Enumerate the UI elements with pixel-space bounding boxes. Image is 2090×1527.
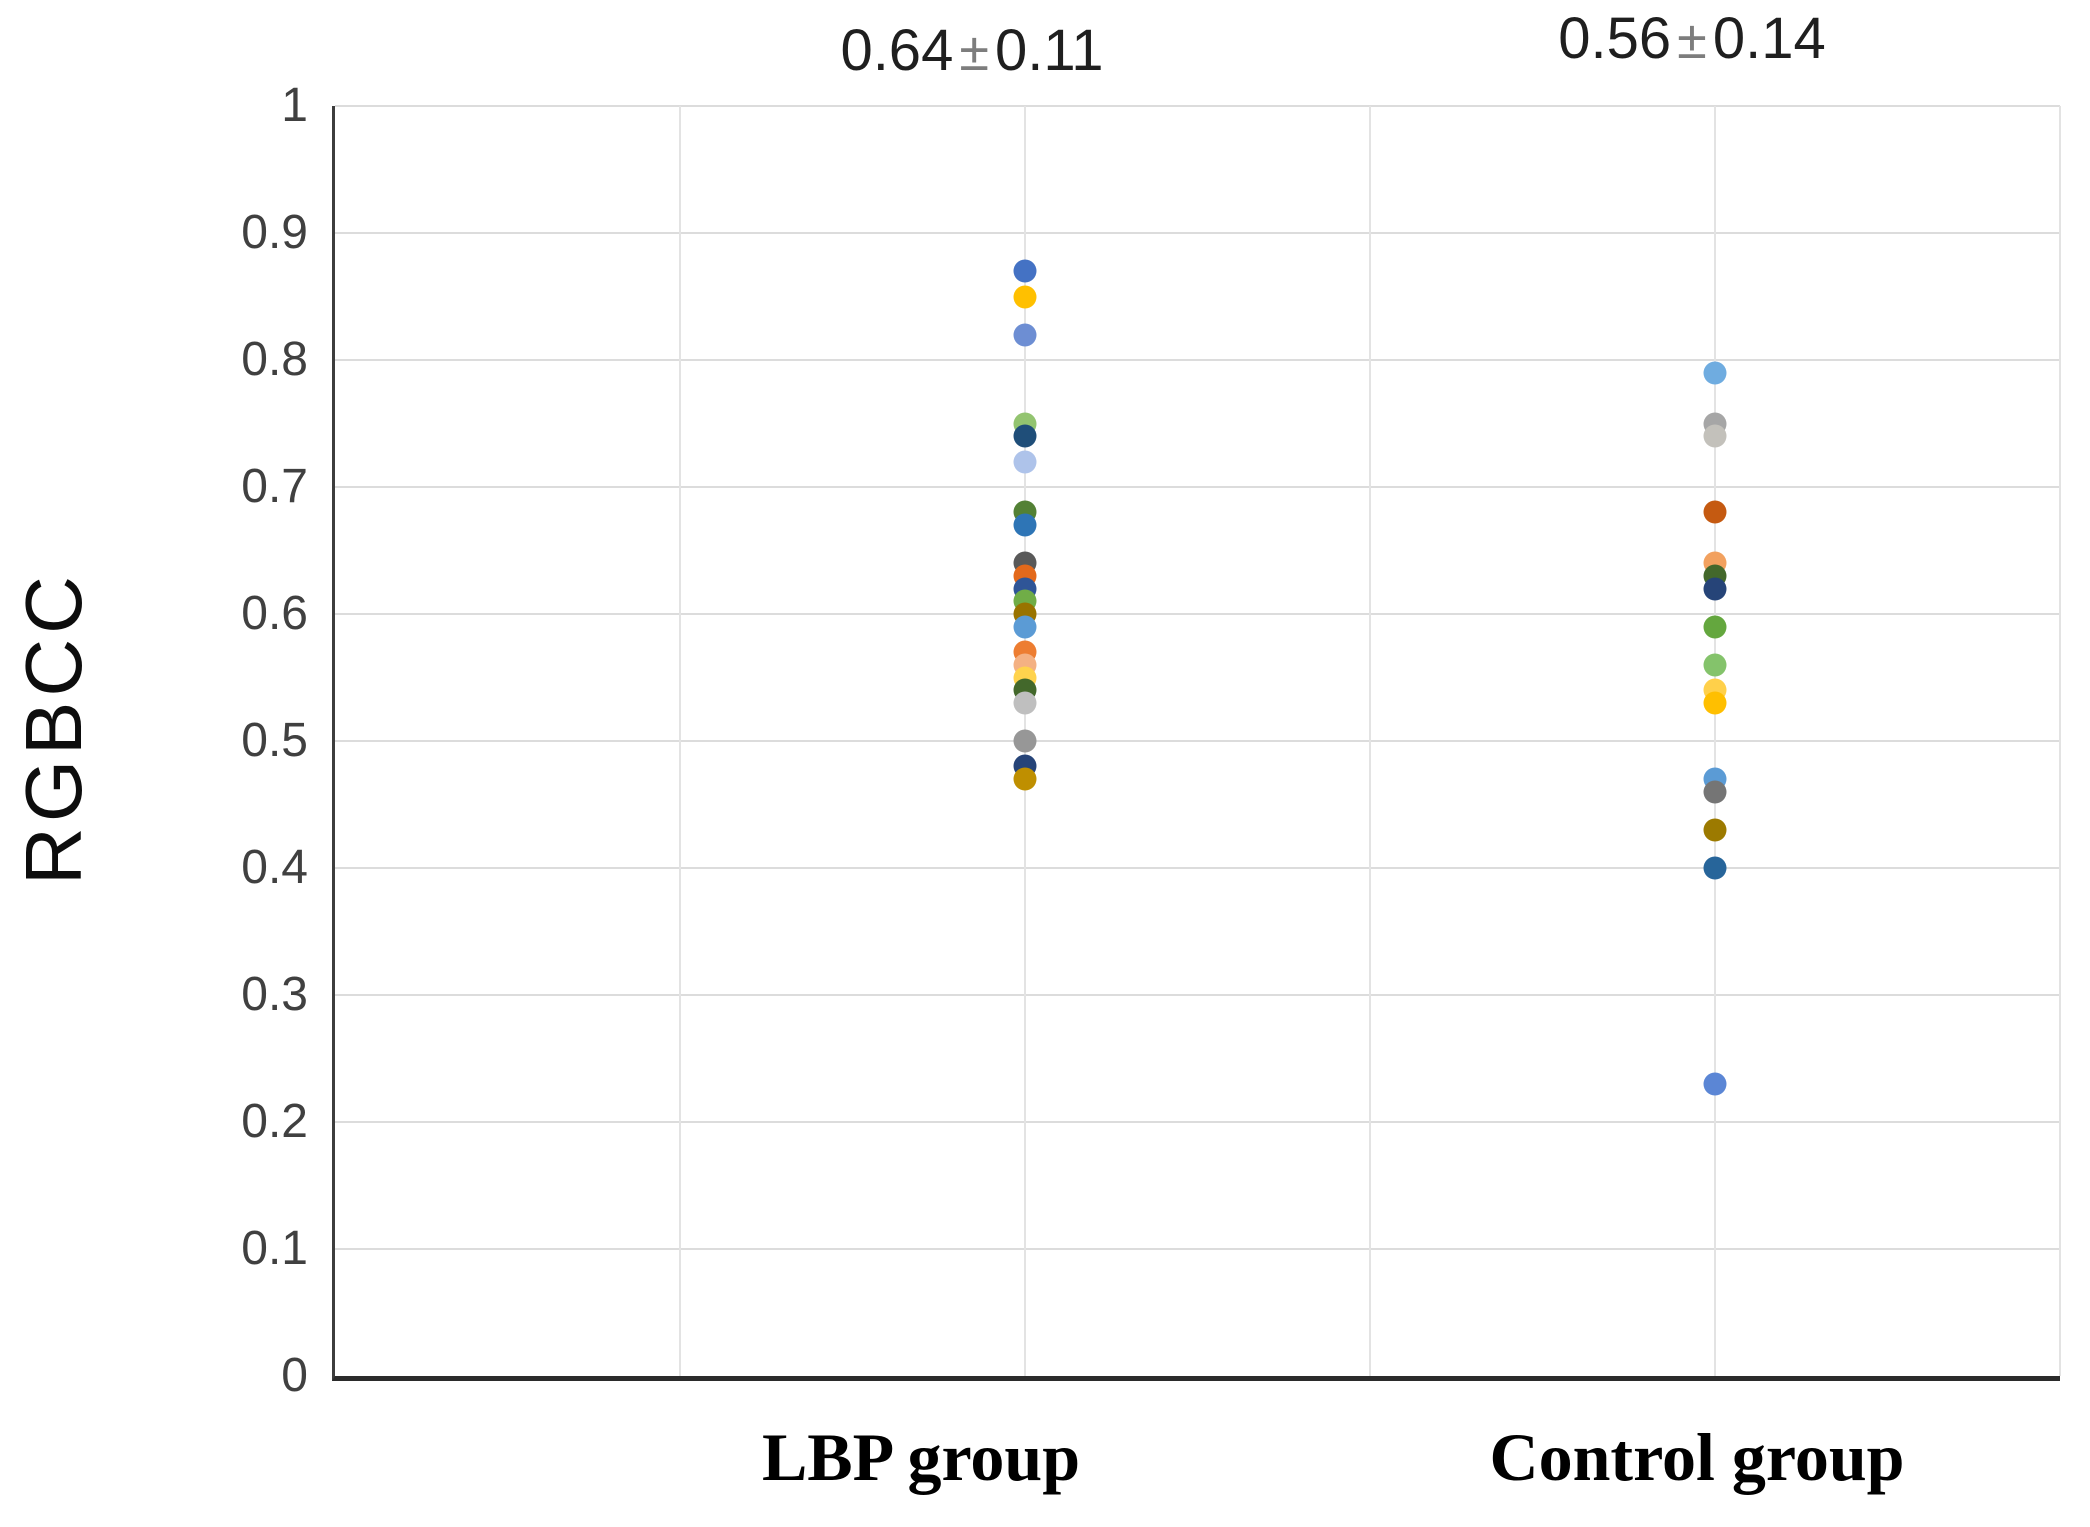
y-tick-label: 0.8 [241, 333, 308, 386]
vertical-gridline [679, 106, 681, 1376]
y-tick-label: 0.2 [241, 1095, 308, 1148]
data-point [1013, 513, 1037, 537]
data-point [1703, 818, 1727, 842]
y-tick-label: 1 [281, 79, 308, 132]
horizontal-gridline [335, 867, 2060, 869]
y-tick-label: 0.3 [241, 968, 308, 1021]
y-tick-label: 0.7 [241, 460, 308, 513]
horizontal-gridline [335, 232, 2060, 234]
vertical-gridline [1369, 106, 1371, 1376]
horizontal-gridline [335, 994, 2060, 996]
data-point [1703, 500, 1727, 524]
horizontal-gridline [335, 359, 2060, 361]
data-point [1703, 780, 1727, 804]
data-point [1013, 691, 1037, 715]
data-point [1703, 361, 1727, 385]
annotation-sd: 0.11 [994, 18, 1104, 83]
vertical-gridline [2059, 106, 2061, 1376]
horizontal-gridline [335, 740, 2060, 742]
data-point [1703, 615, 1727, 639]
y-tick-label: 0 [281, 1349, 308, 1402]
horizontal-gridline [335, 1121, 2060, 1123]
data-point [1703, 577, 1727, 601]
data-point [1703, 653, 1727, 677]
data-point [1013, 767, 1037, 791]
data-point [1703, 856, 1727, 880]
annotation-control-group: 0.56 ±0.14 [1558, 10, 1825, 68]
y-axis-title: RGBCC [9, 571, 98, 885]
data-point [1013, 259, 1037, 283]
data-point [1703, 1072, 1727, 1096]
annotation-sd: 0.14 [1712, 6, 1826, 71]
annotation-lbp-group: 0.64 ±0.11 [840, 22, 1103, 80]
data-point [1013, 285, 1037, 308]
data-point [1013, 615, 1037, 639]
y-tick-label: 0.6 [241, 587, 308, 640]
y-tick-label: 0.9 [241, 206, 308, 259]
horizontal-gridline [335, 613, 2060, 615]
plot-area [332, 105, 2061, 1381]
horizontal-gridline [335, 486, 2060, 488]
data-point [1703, 424, 1727, 448]
data-point [1013, 450, 1037, 474]
plus-minus-symbol: ± [959, 22, 989, 82]
horizontal-gridline [335, 1248, 2060, 1250]
y-tick-label: 0.4 [241, 841, 308, 894]
x-category-label-control-group: Control group [1489, 1419, 1905, 1495]
y-tick-label: 0.1 [241, 1222, 308, 1275]
data-point [1013, 323, 1037, 347]
annotation-mean: 0.64 [840, 18, 954, 83]
x-category-label-lbp-group: LBP group [761, 1419, 1081, 1495]
horizontal-gridline [335, 105, 2060, 107]
annotation-mean: 0.56 [1558, 6, 1672, 71]
plus-minus-symbol: ± [1677, 10, 1707, 70]
data-point [1013, 424, 1037, 448]
y-tick-label: 0.5 [241, 714, 308, 767]
data-point [1013, 729, 1037, 753]
data-point [1703, 691, 1727, 715]
vertical-gridline [1714, 106, 1716, 1376]
